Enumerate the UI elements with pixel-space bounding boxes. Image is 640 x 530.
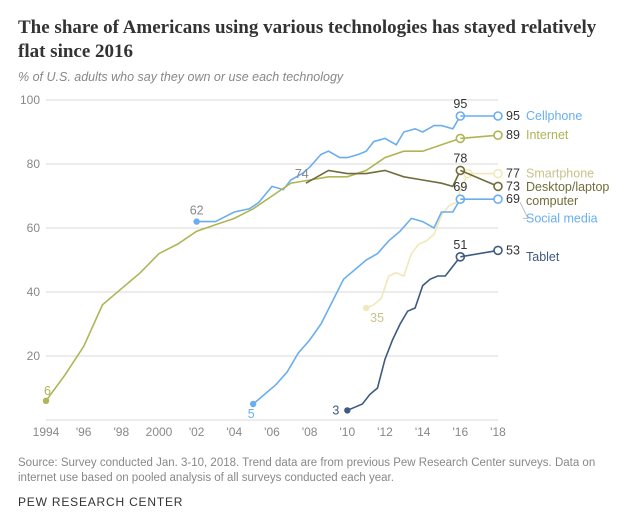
- svg-text:69: 69: [506, 192, 520, 206]
- line-chart-svg: 20 40 60 80 100 1994 '96 '98 2000 '02 '04 '06 '08 '10…: [18, 90, 622, 450]
- svg-text:'10: '10: [340, 425, 356, 439]
- svg-text:35: 35: [370, 311, 384, 325]
- svg-text:computer: computer: [526, 193, 578, 207]
- svg-text:3: 3: [332, 403, 339, 417]
- svg-text:Internet: Internet: [526, 128, 569, 142]
- svg-text:Smartphone: Smartphone: [526, 166, 594, 180]
- source-note: Source: Survey conducted Jan. 3-10, 2018…: [18, 456, 622, 487]
- svg-text:5: 5: [248, 407, 255, 421]
- svg-text:'04: '04: [227, 425, 243, 439]
- svg-text:'18: '18: [490, 425, 506, 439]
- svg-text:60: 60: [27, 221, 41, 235]
- svg-text:1994: 1994: [33, 425, 60, 439]
- chart-title: The share of Americans using various tec…: [18, 16, 622, 64]
- svg-text:Cellphone: Cellphone: [526, 109, 582, 123]
- svg-text:89: 89: [506, 128, 520, 142]
- svg-text:74: 74: [295, 167, 309, 181]
- svg-text:'14: '14: [415, 425, 431, 439]
- svg-text:Social media: Social media: [526, 211, 598, 225]
- svg-text:'06: '06: [264, 425, 280, 439]
- svg-text:'08: '08: [302, 425, 318, 439]
- svg-text:80: 80: [27, 157, 41, 171]
- svg-text:78: 78: [453, 151, 467, 165]
- publisher-logo: PEW RESEARCH CENTER: [18, 495, 622, 509]
- svg-text:53: 53: [506, 243, 520, 257]
- chart-container: The share of Americans using various tec…: [0, 0, 640, 530]
- svg-text:95: 95: [506, 109, 520, 123]
- svg-text:Tablet: Tablet: [526, 249, 560, 263]
- svg-text:95: 95: [453, 97, 467, 111]
- chart-plot-area: 20 40 60 80 100 1994 '96 '98 2000 '02 '04 '06 '08 '10…: [18, 90, 622, 450]
- svg-text:'96: '96: [76, 425, 92, 439]
- svg-text:Desktop/laptop: Desktop/laptop: [526, 179, 609, 193]
- svg-text:20: 20: [27, 349, 41, 363]
- svg-text:62: 62: [190, 203, 204, 217]
- svg-text:'98: '98: [114, 425, 130, 439]
- svg-text:51: 51: [453, 237, 467, 251]
- svg-text:40: 40: [27, 285, 41, 299]
- svg-text:100: 100: [20, 93, 40, 107]
- chart-subtitle: % of U.S. adults who say they own or use…: [18, 70, 622, 84]
- svg-text:'12: '12: [377, 425, 393, 439]
- svg-text:2000: 2000: [146, 425, 173, 439]
- svg-text:6: 6: [44, 383, 51, 397]
- svg-text:'16: '16: [453, 425, 469, 439]
- svg-text:'02: '02: [189, 425, 205, 439]
- svg-text:69: 69: [453, 180, 467, 194]
